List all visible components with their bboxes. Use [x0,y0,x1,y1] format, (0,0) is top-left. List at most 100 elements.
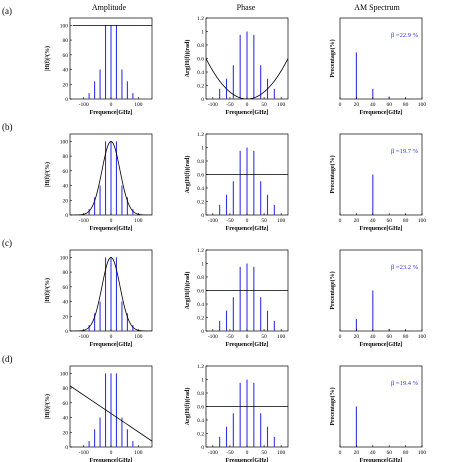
y-tick-label: 0.6 [197,289,204,295]
y-tick-label: 100 [60,371,69,377]
y-tick-label: 1 [201,378,204,384]
x-tick-label: 40 [370,218,376,224]
x-tick-label: 50 [261,334,267,340]
x-tick-label: 50 [261,218,267,224]
y-tick-label: 0 [65,445,68,451]
y-tick-label: 0.8 [197,43,204,49]
row-label: (d) [2,354,13,364]
y-axis-label: Arg(H(f))(rad) [184,40,191,78]
x-tick-label: 60 [386,334,392,340]
x-tick-label: 20 [354,450,360,456]
x-tick-label: 0 [339,334,342,340]
x-axis-label: Frequence[GHz] [90,110,133,116]
axes-frame [339,365,423,448]
panel-1-amplitude: -100 0 100020406080100Frequence[GHz]|H(f)|… [2,6,153,116]
panel-2-amplitude: -100 0 100020406080100Frequence[GHz]|H(f)|… [2,122,153,232]
y-tick-label: 20 [63,82,69,88]
x-tick-label: 60 [386,218,392,224]
x-tick-label: 80 [403,334,409,340]
x-tick-label: 80 [403,218,409,224]
y-tick-label: 100 [60,23,69,29]
x-tick-label: 0 [246,102,249,108]
column-title-am-spectrum: AM Spectrum [354,3,400,12]
x-tick-label: -50 [226,334,234,340]
y-tick-label: 0.4 [197,186,204,192]
y-tick-label: 0 [65,213,68,219]
x-tick-label: 100 [418,334,427,340]
x-tick-label: 40 [370,450,376,456]
y-axis-label: Arg(H(f))(rad) [184,156,191,194]
x-tick-label: -100 [208,334,218,340]
x-axis-label: Frequence[GHz] [226,226,269,232]
y-tick-label: 0.6 [197,405,204,411]
y-axis-label: Precentage(%) [329,39,336,77]
y-tick-label: 60 [63,169,69,175]
x-tick-label: 0 [110,334,113,340]
x-tick-label: -100 [208,450,218,456]
panel-3-spectrum: 0 20 40 60 80 100 Frequence[GHz] Precentage(%) β… [329,249,427,348]
x-tick-label: 50 [261,450,267,456]
y-tick-label: 0.4 [197,302,204,308]
y-tick-label: 0.6 [197,57,204,63]
y-tick-label: 0 [201,445,204,451]
x-tick-label: -100 [208,102,218,108]
y-tick-label: 0.6 [197,173,204,179]
y-tick-label: 1 [201,262,204,268]
x-tick-label: -100 [79,218,89,224]
panel-3-amplitude: -100 0 100020406080100Frequence[GHz]|H(f)|… [2,238,153,348]
panel-1-spectrum: 0 20 40 60 80 100 Frequence[GHz] Precentage(%) β… [329,17,426,116]
x-tick-label: 100 [277,334,286,340]
x-tick-label: -50 [226,218,234,224]
x-axis-label: Frequence[GHz] [360,226,403,232]
y-tick-label: 80 [63,270,69,276]
y-tick-label: 0 [65,329,68,335]
beta-annotation: β =19.7 % [391,148,419,155]
beta-annotation: β =19.4 % [391,380,419,387]
column-title-phase: Phase [237,3,256,12]
x-tick-label: 0 [339,218,342,224]
x-tick-label: 100 [277,218,286,224]
y-tick-label: 1 [201,146,204,152]
beta-annotation: β =22.9 % [391,32,419,39]
x-tick-label: 0 [339,102,342,108]
x-axis-label: Frequence[GHz] [360,458,403,462]
y-tick-label: 100 [60,139,69,145]
column-title-amplitude: Amplitude [92,3,127,12]
x-tick-label: 20 [354,102,360,108]
y-tick-label: 60 [63,285,69,291]
x-axis-label: Frequence[GHz] [360,110,403,116]
x-axis-label: Frequence[GHz] [226,342,269,348]
y-tick-label: 80 [63,38,69,44]
panel-2-phase: -100 -50 0 50 100 0 0.2 0.4 0.6 0.8 1 1.2 Frequence[… [184,132,289,232]
y-axis-label: Arg(H(f))(rad) [184,388,191,426]
y-tick-label: 0.8 [197,275,204,281]
row-label: (b) [2,122,13,132]
x-tick-label: 80 [403,450,409,456]
x-tick-label: 0 [339,450,342,456]
panel-1-phase: -100 -50 0 50 100 0 0.2 0.4 0.6 0.8 1 1.2 Frequence[… [184,16,289,116]
model-curve [70,385,152,442]
y-tick-label: 1.2 [197,132,204,138]
y-axis-label: Precentage(%) [329,271,336,309]
y-tick-label: 1 [201,30,204,36]
y-tick-label: 0.2 [197,316,204,322]
y-tick-label: 0.2 [197,432,204,438]
x-tick-label: 100 [277,450,286,456]
y-tick-label: 1.2 [197,364,204,370]
y-tick-label: 40 [63,300,69,306]
x-tick-label: 60 [386,102,392,108]
row-label: (c) [2,238,12,248]
x-tick-label: 100 [277,102,286,108]
y-axis-label: Arg(H(f))(rad) [184,272,191,310]
y-tick-label: 0.2 [197,84,204,90]
axes-frame [339,17,423,100]
x-axis-label: Frequence[GHz] [90,458,133,462]
y-tick-label: 0.8 [197,159,204,165]
y-tick-label: 0.4 [197,418,204,424]
axes-frame [339,133,423,216]
x-tick-label: 50 [261,102,267,108]
x-tick-label: 100 [134,102,143,108]
y-tick-label: 100 [60,255,69,261]
panel-4-spectrum: 0 20 40 60 80 100 Frequence[GHz] Precentage(%) β… [329,365,426,462]
